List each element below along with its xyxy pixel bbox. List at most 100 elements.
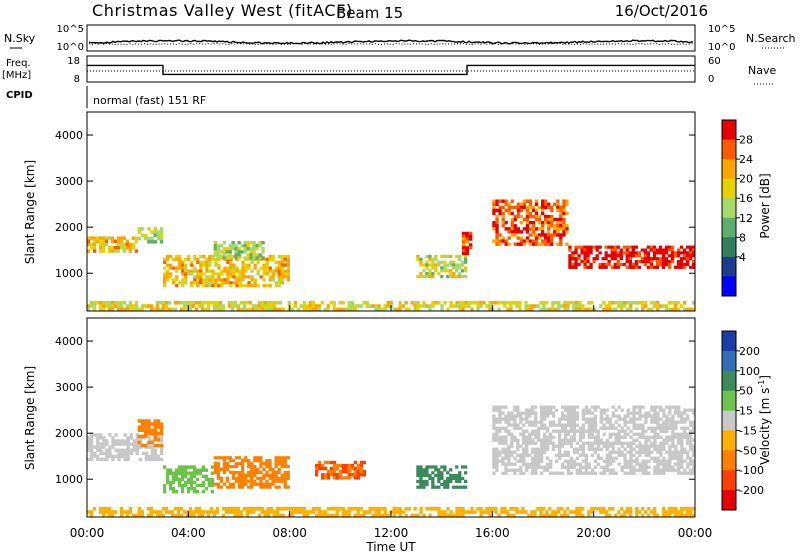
velocity-echo-cell-6	[531, 423, 535, 427]
velocity-echo-cell-6	[680, 447, 684, 451]
velocity-echo-cell-7	[395, 510, 399, 514]
power-echo-cell-7	[655, 257, 660, 261]
power-echo-cell-3	[258, 241, 262, 245]
power-echo-cell-3	[258, 244, 262, 248]
velocity-echo-cell-6	[540, 444, 544, 448]
velocity-echo-cell-6	[566, 468, 571, 472]
velocity-echo-cell-4	[338, 470, 343, 474]
velocity-echo-cell-6	[534, 411, 538, 415]
velocity-echo-cell-7	[572, 510, 576, 514]
velocity-echo-cell-5	[440, 465, 444, 469]
velocity-echo-cell-7	[383, 513, 387, 518]
power-echo-cell-8	[347, 307, 351, 312]
velocity-echo-cell-6	[593, 438, 597, 442]
velocity-echo-cell-6	[668, 453, 672, 457]
power-echo-cell-8	[305, 307, 309, 312]
power-echo-cell-8	[308, 304, 312, 308]
velocity-echo-cell-5	[461, 476, 465, 481]
power-echo-cell-8	[686, 307, 690, 312]
velocity-echo-cell-6	[656, 444, 660, 448]
velocity-echo-cell-6	[546, 435, 550, 439]
power-echo-cell-7	[619, 257, 623, 261]
velocity-echo-cell-0	[123, 442, 127, 446]
time-tick-label-3: 12:00	[374, 526, 409, 540]
power-echo-cell-2	[265, 263, 269, 267]
power-echo-cell-1	[159, 230, 164, 234]
power-echo-cell-8	[344, 307, 348, 312]
power-echo-cell-7	[661, 265, 666, 269]
velocity-echo-cell-0	[144, 454, 149, 459]
velocity-echo-cell-7	[398, 510, 402, 514]
velocity-echo-cell-6	[638, 450, 642, 454]
velocity-echo-cell-7	[269, 506, 273, 511]
power-echo-cell-2	[283, 254, 287, 258]
power-echo-cell-1	[144, 233, 148, 238]
velocity-echo-cell-3	[265, 485, 269, 489]
velocity-echo-cell-7	[548, 506, 552, 511]
power-echo-cell-8	[539, 300, 543, 305]
velocity-echo-cell-3	[213, 462, 217, 466]
velocity-echo-cell-7	[644, 510, 648, 514]
power-echo-cell-2	[244, 275, 248, 279]
power-echo-cell-7	[607, 262, 611, 267]
velocity-echo-cell-3	[277, 456, 281, 460]
velocity-echo-cell-6	[674, 408, 678, 412]
power-echo-cell-6	[541, 221, 545, 225]
velocity-echo-cell-7	[344, 510, 348, 514]
velocity-echo-cell-7	[305, 510, 309, 514]
power-echo-cell-4	[437, 272, 441, 276]
velocity-echo-cell-6	[632, 438, 636, 442]
velocity-echo-cell-5	[425, 474, 429, 478]
power-echo-cell-2	[178, 260, 182, 264]
velocity-echo-cell-6	[566, 408, 571, 412]
power-echo-cell-3	[252, 256, 256, 260]
power-echo-cell-5	[461, 249, 466, 253]
velocity-echo-cell-3	[234, 465, 239, 469]
velocity-echo-cell-6	[513, 435, 517, 439]
velocity-echo-cell-6	[656, 465, 660, 469]
velocity-echo-cell-6	[626, 441, 630, 445]
velocity-echo-cell-7	[236, 506, 241, 511]
power-echo-cell-8	[641, 300, 645, 305]
velocity-echo-cell-6	[560, 417, 565, 421]
velocity-echo-cell-6	[510, 423, 514, 427]
velocity-echo-cell-2	[174, 477, 179, 482]
velocity-echo-cell-2	[192, 468, 197, 472]
velocity-echo-cell-6	[614, 438, 618, 442]
velocity-echo-cell-3	[244, 482, 248, 486]
velocity-echo-cell-0	[120, 454, 124, 459]
velocity-echo-cell-6	[617, 453, 621, 457]
velocity-echo-cell-5	[455, 476, 459, 481]
velocity-echo-cell-1	[153, 419, 157, 423]
velocity-echo-cell-4	[356, 463, 360, 468]
velocity-echo-cell-6	[674, 456, 678, 460]
velocity-echo-cell-6	[635, 426, 639, 430]
power-echo-cell-8	[341, 307, 345, 312]
power-echo-cell-4	[428, 275, 432, 279]
power-echo-cell-2	[286, 260, 290, 264]
freq-traces	[87, 64, 695, 76]
power-echo-cell-8	[656, 300, 660, 305]
velocity-echo-cell-2	[195, 468, 200, 472]
power-echo-cell-8	[683, 307, 687, 312]
power-echo-cell-8	[158, 307, 163, 312]
velocity-echo-cell-7	[209, 506, 214, 511]
power-echo-cell-8	[117, 300, 121, 305]
power-echo-cell-0	[101, 239, 106, 244]
power-echo-cell-7	[595, 245, 599, 249]
power-echo-cell-8	[197, 300, 202, 305]
velocity-echo-cell-6	[578, 444, 583, 448]
power-echo-cell-2	[283, 275, 287, 279]
velocity-echo-cell-7	[374, 506, 378, 511]
velocity-echo-cell-6	[569, 459, 574, 463]
velocity-echo-cell-6	[644, 417, 648, 421]
velocity-echo-cell-6	[644, 459, 648, 463]
power-echo-cell-6	[556, 242, 560, 246]
power-echo-cell-4	[449, 260, 453, 264]
velocity-echo-cell-4	[347, 463, 352, 468]
velocity-echo-cell-7	[500, 506, 504, 511]
power-echo-cell-7	[586, 265, 590, 269]
power-echo-cell-6	[522, 217, 526, 222]
velocity-echo-cell-2	[210, 490, 214, 494]
velocity-echo-cell-6	[674, 447, 678, 451]
